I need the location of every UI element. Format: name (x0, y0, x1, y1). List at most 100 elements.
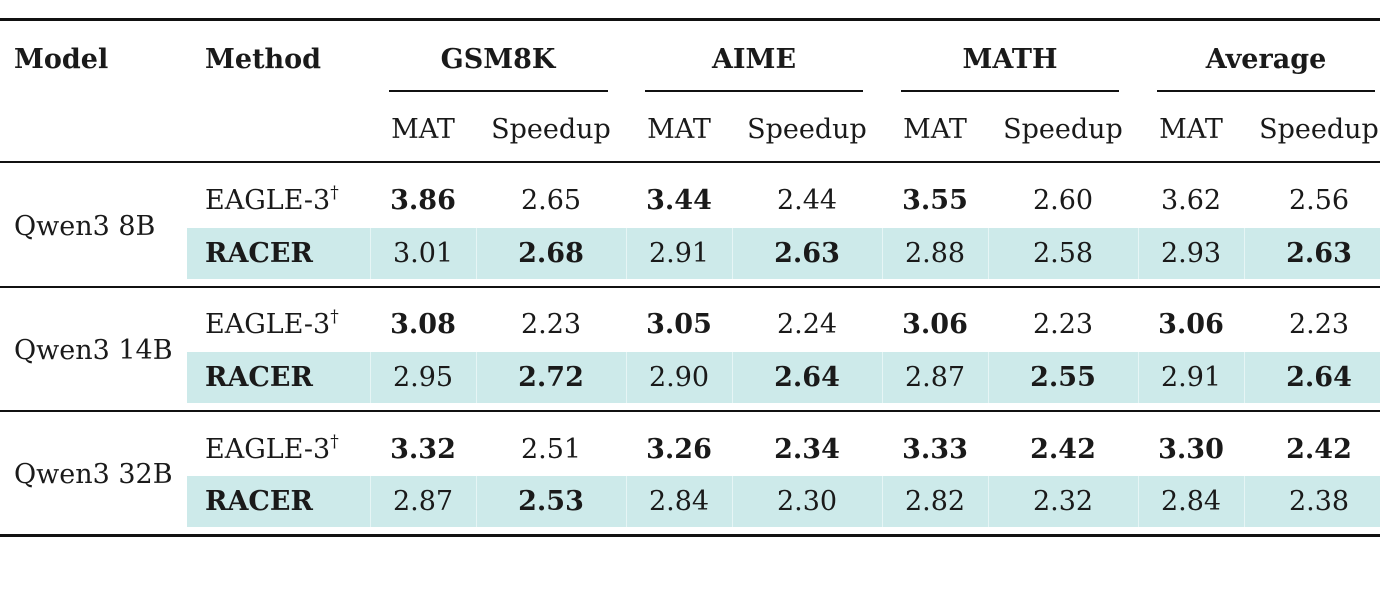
table-cell: 2.72 (518, 362, 584, 393)
band-separator (370, 228, 371, 279)
subheader-speedup: Speedup (747, 114, 867, 145)
header-group-math: MATH (962, 44, 1058, 75)
table-cell: 3.33 (902, 434, 968, 465)
band-separator (732, 476, 733, 527)
band-separator (732, 228, 733, 279)
table-cell: 2.82 (904, 486, 966, 517)
method-eagle: EAGLE-3† (205, 307, 339, 340)
table-cell: 3.05 (646, 309, 712, 340)
method-label: EAGLE-3 (205, 185, 331, 216)
table-cell: 3.08 (390, 309, 456, 340)
subheader-mat: MAT (903, 114, 967, 145)
table-cell: 2.68 (518, 238, 584, 269)
dagger-mark: † (330, 432, 339, 452)
table-cell: 2.23 (520, 309, 582, 340)
band-separator (988, 352, 989, 403)
table-cell: 3.30 (1158, 434, 1224, 465)
racer-highlight-band (187, 228, 1380, 279)
table-cell: 2.24 (776, 309, 838, 340)
table-cell: 2.91 (1160, 362, 1222, 393)
method-racer: RACER (205, 238, 313, 269)
racer-highlight-band (187, 476, 1380, 527)
band-separator (988, 228, 989, 279)
table-cell: 3.06 (902, 309, 968, 340)
table-cell: 2.38 (1288, 486, 1350, 517)
table-cell: 3.06 (1158, 309, 1224, 340)
table-cell: 2.34 (774, 434, 840, 465)
band-separator (1138, 228, 1139, 279)
band-separator (476, 228, 477, 279)
table-cell: 3.32 (390, 434, 456, 465)
table-cell: 2.42 (1286, 434, 1352, 465)
table-cell: 2.64 (1286, 362, 1352, 393)
method-eagle: EAGLE-3† (205, 432, 339, 465)
table-cell: 3.86 (390, 185, 456, 216)
table-cell: 2.60 (1032, 185, 1094, 216)
band-separator (476, 476, 477, 527)
top-rule (0, 18, 1380, 21)
method-racer: RACER (205, 362, 313, 393)
band-separator (626, 228, 627, 279)
subheader-speedup: Speedup (491, 114, 611, 145)
table-cell: 2.55 (1030, 362, 1096, 393)
table-cell: 2.84 (1160, 486, 1222, 517)
band-separator (626, 476, 627, 527)
band-separator (1244, 476, 1245, 527)
method-label: EAGLE-3 (205, 434, 331, 465)
table-cell: 2.91 (648, 238, 710, 269)
table-cell: 2.93 (1160, 238, 1222, 269)
dagger-mark: † (330, 307, 339, 327)
table-cell: 2.23 (1288, 309, 1350, 340)
band-separator (882, 352, 883, 403)
average-underline (1157, 90, 1375, 92)
table-cell: 2.51 (520, 434, 582, 465)
band-separator (626, 352, 627, 403)
subheader-mat: MAT (391, 114, 455, 145)
table-cell: 2.84 (648, 486, 710, 517)
table-cell: 2.42 (1030, 434, 1096, 465)
table-cell: 3.55 (902, 185, 968, 216)
header-model: Model (14, 44, 109, 75)
header-group-aime: AIME (711, 44, 797, 75)
subheader-speedup: Speedup (1259, 114, 1379, 145)
model-name: Qwen3 32B (14, 459, 173, 490)
table-cell: 2.53 (518, 486, 584, 517)
table-cell: 2.23 (1032, 309, 1094, 340)
band-separator (476, 352, 477, 403)
group-rule-2 (0, 410, 1380, 412)
band-separator (1138, 476, 1139, 527)
subheader-mat: MAT (1159, 114, 1223, 145)
table-cell: 2.65 (520, 185, 582, 216)
method-eagle: EAGLE-3† (205, 185, 339, 216)
table-cell: 2.63 (774, 238, 840, 269)
table-cell: 3.62 (1160, 185, 1222, 216)
bottom-rule (0, 534, 1380, 537)
band-separator (1244, 228, 1245, 279)
math-underline (901, 90, 1119, 92)
table-cell: 2.58 (1032, 238, 1094, 269)
band-separator (1244, 352, 1245, 403)
aime-underline (645, 90, 863, 92)
group-rule-1 (0, 286, 1380, 288)
table-cell: 2.63 (1286, 238, 1352, 269)
header-rule (0, 161, 1380, 163)
table-cell: 2.88 (904, 238, 966, 269)
racer-highlight-band (187, 352, 1380, 403)
band-separator (1138, 352, 1139, 403)
band-separator (370, 476, 371, 527)
subheader-mat: MAT (647, 114, 711, 145)
table-cell: 2.30 (776, 486, 838, 517)
method-racer: RACER (205, 486, 313, 517)
band-separator (988, 476, 989, 527)
table-cell: 2.32 (1032, 486, 1094, 517)
table-cell: 3.26 (646, 434, 712, 465)
band-separator (882, 228, 883, 279)
band-separator (732, 352, 733, 403)
table-cell: 2.87 (904, 362, 966, 393)
subheader-speedup: Speedup (1003, 114, 1123, 145)
model-name: Qwen3 8B (14, 211, 156, 242)
table-cell: 2.64 (774, 362, 840, 393)
header-group-gsm8k: GSM8K (440, 44, 556, 75)
table-cell: 2.95 (392, 362, 454, 393)
table-cell: 2.87 (392, 486, 454, 517)
